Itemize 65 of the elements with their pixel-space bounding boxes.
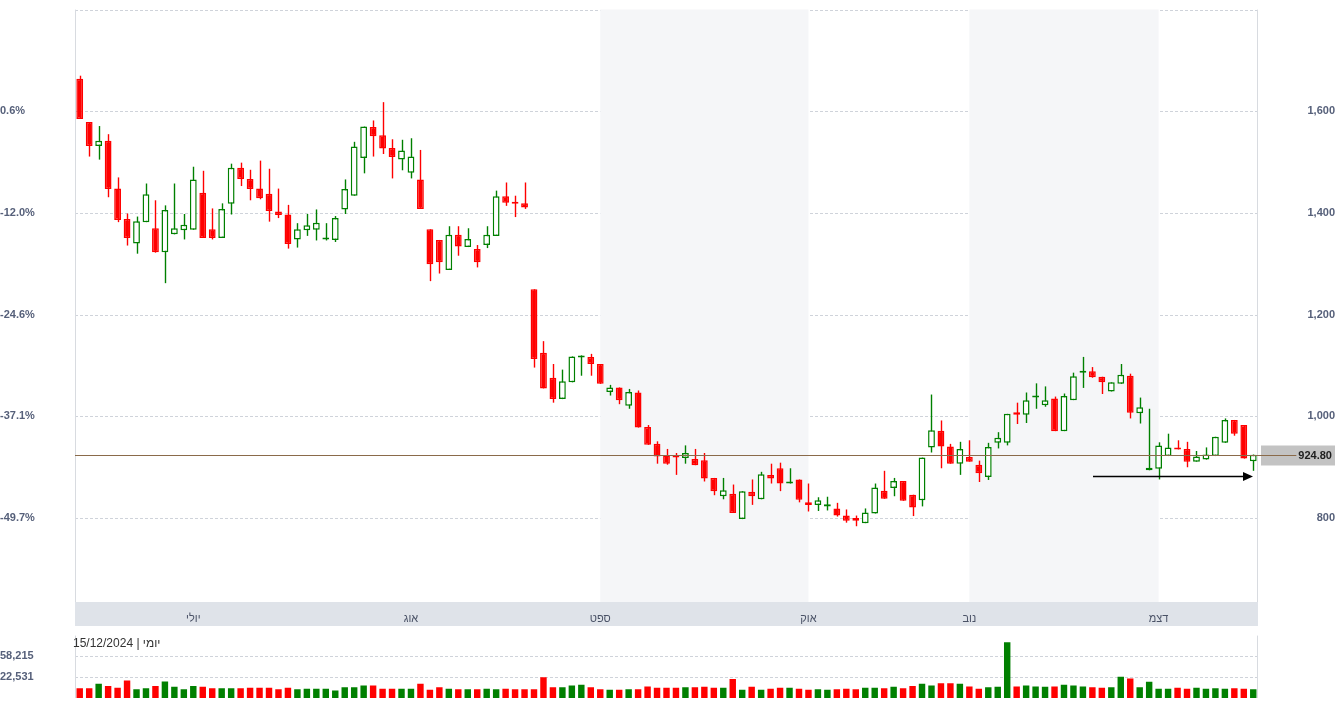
candlestick (1022, 391, 1030, 424)
y-tick-label: -24.6% (0, 308, 36, 321)
x-tick-label: ספט (589, 611, 611, 624)
candlestick (312, 208, 320, 242)
candlestick (170, 182, 178, 236)
candlestick (303, 213, 311, 237)
candlestick (549, 363, 557, 404)
candlestick (265, 168, 273, 223)
y-tick-label: 58,215 (0, 648, 34, 661)
candlestick (435, 239, 443, 275)
candlestick (880, 470, 888, 500)
candlestick (776, 461, 784, 492)
candlestick (123, 212, 131, 247)
candlestick (625, 388, 633, 410)
y-tick-label: -49.7% (0, 510, 36, 523)
candlestick (719, 477, 727, 500)
candlestick (1221, 417, 1229, 444)
candlestick (1136, 396, 1144, 425)
candlestick (294, 222, 301, 249)
y-tick-label: -12.0% (0, 206, 36, 219)
candlestick (388, 138, 396, 180)
candlestick (700, 452, 708, 483)
y2-tick-label: 1,400 (1307, 206, 1335, 219)
candlestick (85, 121, 93, 158)
candlestick (757, 471, 765, 500)
candlestick (180, 213, 188, 241)
candlestick (407, 137, 415, 180)
candlestick (653, 440, 661, 465)
y2-tick-label: 1,000 (1307, 409, 1335, 422)
y-tick-label: 22,531 (0, 670, 34, 683)
candlestick (1041, 385, 1049, 408)
candlestick (975, 459, 983, 483)
candlestick (558, 368, 566, 400)
y2-tick-label: 1,200 (1307, 307, 1335, 320)
candlestick (1183, 441, 1191, 468)
y2-tick-label: 1,600 (1307, 104, 1335, 117)
x-tick-label: אוג (403, 611, 419, 624)
candlestick (587, 353, 595, 377)
annotation: יומי | 15/12/2024 (73, 635, 161, 650)
x-tick-label: אוק (800, 611, 817, 624)
candlestick (473, 244, 481, 269)
candlestick (341, 178, 349, 215)
candlestick (937, 419, 945, 469)
y-tick-label: 0.6% (0, 104, 26, 117)
candlestick (208, 207, 216, 241)
candlestick (483, 225, 491, 249)
x-tick-label: נוב (962, 611, 977, 624)
candlestick (767, 462, 775, 485)
candlestick (748, 478, 756, 506)
ref-line-label: 924.80 (1298, 448, 1332, 461)
x-tick-label: יולי (186, 611, 201, 624)
candlestick (890, 477, 898, 497)
candlestick (369, 119, 377, 158)
candlestick (246, 169, 254, 201)
candlestick (275, 187, 282, 219)
x-tick-label: דצמ (1148, 611, 1169, 624)
candlestick (454, 225, 462, 257)
candlestick (871, 482, 879, 515)
candlestick (956, 441, 964, 476)
candlestick (331, 215, 339, 243)
y2-tick-label: 800 (1316, 511, 1335, 524)
candlestick (237, 161, 245, 187)
candlestick (95, 125, 103, 161)
y-tick-label: -37.1% (0, 409, 36, 422)
candlestick (729, 483, 737, 514)
